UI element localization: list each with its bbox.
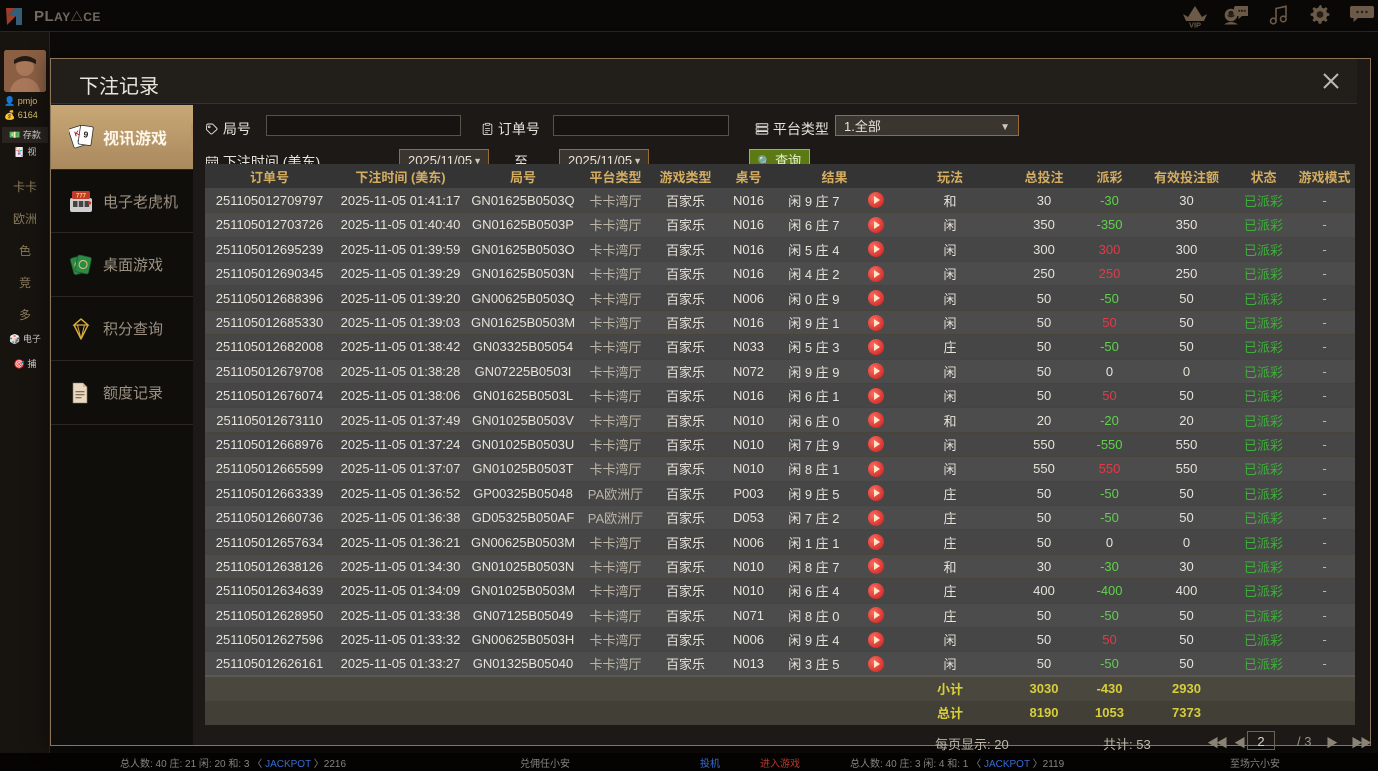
svg-text:VIP: VIP bbox=[1189, 21, 1201, 29]
svg-text:777: 777 bbox=[76, 194, 87, 200]
